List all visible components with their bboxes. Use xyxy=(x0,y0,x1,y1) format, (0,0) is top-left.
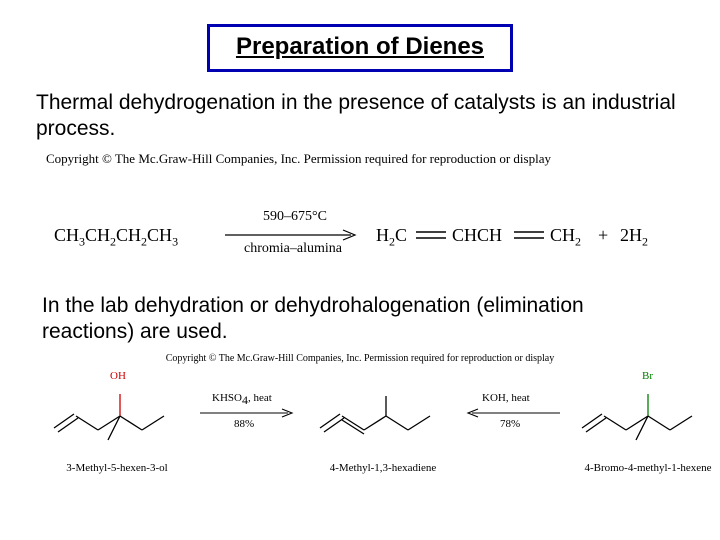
substituent-br: Br xyxy=(642,370,653,382)
product-fragment-ch2: CH2 xyxy=(550,225,581,250)
arrow-condition-catalyst: chromia–alumina xyxy=(228,241,358,257)
reactant-butane: CH3CH2CH2CH3 xyxy=(54,225,178,250)
structure-center xyxy=(314,380,454,450)
name-right: 4-Bromo-4-methyl-1-hexene xyxy=(568,462,720,474)
paragraph-industrial: Thermal dehydrogenation in the presence … xyxy=(36,90,684,143)
page-title: Preparation of Dienes xyxy=(236,33,484,61)
product-hydrogen: 2H2 xyxy=(620,225,648,250)
copyright-line-2: Copyright © The Mc.Graw-Hill Companies, … xyxy=(28,353,692,364)
copyright-line-1: Copyright © The Mc.Graw-Hill Companies, … xyxy=(46,151,692,167)
product-fragment-h2c: H2C xyxy=(376,225,407,250)
name-center: 4-Methyl-1,3-hexadiene xyxy=(308,462,458,474)
slide: Preparation of Dienes Thermal dehydrogen… xyxy=(0,0,720,540)
reaction-thermal-dehydrogenation: CH3CH2CH2CH3 590–675°C chromia–alumina H… xyxy=(28,177,692,277)
title-box: Preparation of Dienes xyxy=(207,24,513,72)
reaction-lab-elimination: OH 3-Methyl-5-hexen-3-ol KHSO4, heat 88%… xyxy=(28,366,692,516)
arrow2-conditions: KOH, heat xyxy=(482,392,530,404)
structure-left xyxy=(48,380,188,450)
plus-sign: + xyxy=(598,225,608,246)
product-fragment-chch: CHCH xyxy=(452,225,502,246)
substituent-oh: OH xyxy=(110,370,126,382)
double-bond-icon xyxy=(512,227,548,243)
structure-right xyxy=(576,380,716,450)
arrow-condition-temperature: 590–675°C xyxy=(240,209,350,225)
name-left: 3-Methyl-5-hexen-3-ol xyxy=(42,462,192,474)
arrow1-yield: 88% xyxy=(234,418,254,430)
arrow2-yield: 78% xyxy=(500,418,520,430)
double-bond-icon xyxy=(414,227,450,243)
paragraph-lab: In the lab dehydration or dehydrohalogen… xyxy=(42,293,678,346)
